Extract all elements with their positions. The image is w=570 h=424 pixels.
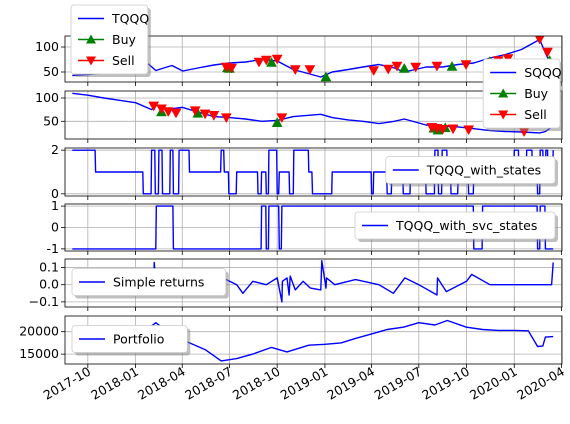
x-tick-label: 2018-07: [182, 364, 235, 403]
axes-frame: [64, 35, 563, 83]
sell-marker: [382, 64, 394, 75]
axes-frame: [64, 147, 563, 197]
y-tick-label: 2: [51, 142, 59, 157]
y-tick-label: 50: [43, 64, 59, 79]
legend: TQQQ_with_svc_states: [354, 211, 558, 242]
sell-legend-marker: [498, 110, 509, 120]
series-line-tqqq_with_states: [72, 149, 554, 195]
sell-marker: [534, 36, 545, 45]
sell-marker: [542, 47, 553, 58]
legend-box: [71, 268, 227, 296]
y-tick-label: 0.0: [39, 277, 59, 292]
legend-box: [71, 325, 188, 353]
plot-area: [72, 92, 554, 138]
x-tick-label: 2018-04: [135, 364, 188, 403]
subplot-1: 50 100 TQQQ Buy Sell: [35, 4, 563, 86]
legend-box: [354, 211, 556, 240]
legend-label: Buy: [524, 86, 548, 101]
subplot-2: 50 100 SQQQ Buy Sell: [35, 58, 563, 143]
sell-marker: [189, 106, 201, 117]
legend: TQQQ Buy Sell: [70, 4, 151, 77]
sell-marker: [460, 60, 472, 71]
legend-label: Portfolio: [113, 332, 164, 347]
y-tick-label: −0.1: [29, 294, 59, 309]
x-tick-label: 2018-01: [88, 364, 141, 403]
legend-label: Buy: [112, 32, 136, 47]
buy-legend-marker: [498, 88, 509, 98]
subplot-3: 0 2 TQQQ_with_states: [51, 142, 563, 201]
buy-marker: [266, 56, 277, 67]
sell-marker: [170, 108, 182, 119]
legend-label: TQQQ_with_states: [426, 163, 541, 178]
legend-label: SQQQ: [524, 65, 562, 80]
buy-legend-marker: [86, 34, 96, 44]
sell-marker: [253, 57, 265, 68]
legend: Portfolio: [71, 325, 191, 356]
legend-label: Sell: [112, 53, 135, 68]
axes-frame: [64, 203, 563, 252]
x-axis: 2017-102018-012018-042018-072018-102019-…: [41, 364, 567, 403]
axes-frame: [64, 258, 563, 308]
sell-marker: [431, 61, 443, 72]
legend-label: TQQQ: [111, 11, 149, 26]
y-tick-label: -1: [47, 241, 59, 256]
buy-marker: [271, 117, 283, 127]
subplot-5: −0.1 0.0 0.1 Simple returns: [29, 258, 563, 311]
y-tick-label: 1: [51, 198, 59, 213]
y-tick-label: 100: [35, 90, 59, 105]
sell-marker: [304, 65, 316, 76]
legend: SQQQ Buy Sell: [482, 58, 563, 131]
sell-marker: [208, 110, 220, 121]
buy-marker: [446, 60, 458, 71]
sell-marker: [447, 124, 459, 135]
x-tick-label: 2020-04: [514, 364, 567, 403]
series-line-sqqq: [72, 92, 554, 134]
sell-marker: [368, 66, 380, 77]
sell-marker: [410, 62, 422, 73]
sell-marker: [226, 63, 237, 74]
sell-marker: [271, 54, 283, 65]
legend: Simple returns: [71, 268, 229, 299]
x-tick-label: 2017-10: [41, 364, 94, 403]
sell-marker: [463, 125, 475, 136]
sell-marker: [391, 61, 403, 72]
sell-marker: [148, 101, 160, 112]
plot-area: [72, 149, 554, 195]
y-tick-label: 20000: [19, 324, 59, 339]
y-tick-label: 0: [51, 186, 59, 201]
sell-marker: [199, 109, 211, 120]
x-tick-label: 2019-07: [372, 364, 425, 403]
sell-marker: [437, 124, 449, 135]
y-tick-label: 100: [35, 39, 59, 54]
legend-label: Simple returns: [113, 275, 204, 290]
sell-marker: [276, 113, 288, 124]
legend: TQQQ_with_states: [385, 156, 558, 187]
y-tick-label: 15000: [19, 346, 59, 361]
x-tick-label: 2019-04: [324, 364, 377, 403]
legend-label: TQQQ_with_svc_states: [395, 218, 537, 233]
buy-marker: [398, 62, 410, 73]
legend-label: Sell: [524, 107, 547, 122]
x-tick-label: 2019-01: [278, 364, 331, 403]
y-tick-label: 0: [51, 220, 59, 235]
sell-marker: [220, 113, 232, 124]
axes-frame: [64, 315, 563, 365]
buy-marker: [320, 71, 332, 82]
x-tick-label: 2019-10: [419, 364, 472, 403]
subplot-6: 15000 20000 Portfolio: [19, 315, 563, 368]
legend-box: [385, 156, 556, 184]
sell-marker: [289, 65, 301, 76]
y-tick-label: 50: [43, 113, 59, 128]
y-tick-label: 0.1: [39, 260, 59, 275]
sell-marker: [260, 55, 272, 66]
x-tick-label: 2020-01: [467, 364, 520, 403]
sell-legend-marker: [86, 56, 96, 66]
x-tick-label: 2018-10: [230, 364, 283, 403]
sell-marker: [162, 107, 174, 118]
subplot-4: -1 0 1 TQQQ_with_svc_states: [47, 198, 563, 256]
